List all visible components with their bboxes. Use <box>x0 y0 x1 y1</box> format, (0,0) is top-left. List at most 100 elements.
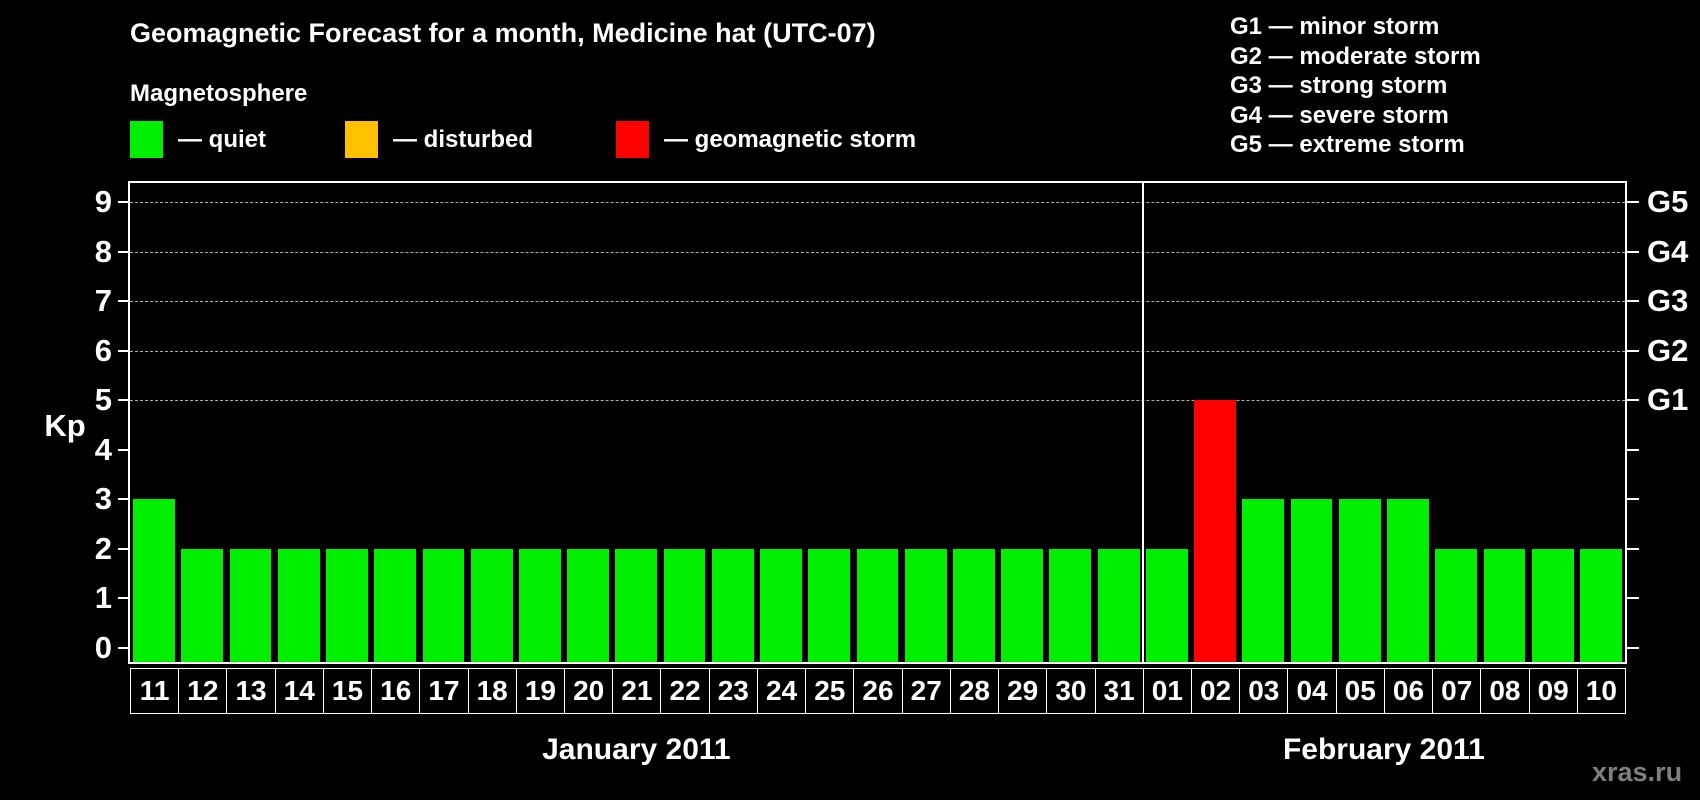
legend-item-quiet: — quiet <box>130 121 266 158</box>
legend-label-storm: — geomagnetic storm <box>664 125 917 153</box>
kp-tick-right-0 <box>1627 647 1639 649</box>
kp-tick-left-3 <box>118 498 130 501</box>
day-label-05: 05 <box>1335 668 1385 714</box>
day-label-19: 19 <box>515 668 566 714</box>
day-label-22: 22 <box>660 668 710 714</box>
kp-tick-right-5 <box>1627 399 1639 402</box>
g-scale-legend: G1 — minor storm G2 — moderate storm G3 … <box>1230 12 1481 160</box>
page-title: Geomagnetic Forecast for a month, Medici… <box>130 18 876 48</box>
day-label-07: 07 <box>1432 668 1482 714</box>
bar-day-19 <box>519 548 561 662</box>
bar-day-28 <box>953 548 995 662</box>
day-label-01: 01 <box>1142 668 1192 714</box>
day-label-08: 08 <box>1480 668 1530 714</box>
bar-day-03 <box>1242 499 1285 662</box>
day-label-21: 21 <box>612 668 662 714</box>
kp-tick-left-6 <box>118 349 130 352</box>
bar-day-22 <box>663 548 706 662</box>
month-label-january: January 2011 <box>542 733 731 766</box>
kp-tick-label-3: 3 <box>94 481 112 517</box>
bar-day-02 <box>1194 400 1236 662</box>
kp-tick-left-5 <box>118 399 130 402</box>
kp-tick-left-4 <box>118 448 130 451</box>
bar-day-21 <box>615 548 658 662</box>
day-label-17: 17 <box>419 668 469 714</box>
day-label-16: 16 <box>371 668 421 714</box>
bar-day-04 <box>1290 499 1333 662</box>
kp-tick-left-8 <box>118 250 130 253</box>
day-label-14: 14 <box>274 668 324 714</box>
kp-tick-label-1: 1 <box>94 580 112 616</box>
day-label-06: 06 <box>1383 668 1434 714</box>
kp-tick-left-9 <box>118 200 130 203</box>
g5-legend-line: G5 — extreme storm <box>1230 131 1465 158</box>
bar-day-18 <box>470 548 513 662</box>
g1-legend-line: G1 — minor storm <box>1230 13 1440 40</box>
kp-tick-label-5: 5 <box>94 382 112 418</box>
bar-day-20 <box>567 548 610 662</box>
kp-tick-right-4 <box>1627 448 1639 451</box>
plot-area <box>128 181 1627 664</box>
kp-tick-right-1 <box>1627 597 1639 600</box>
quiet-color-swatch <box>130 121 163 158</box>
month-separator-line <box>1141 183 1144 662</box>
day-label-24: 24 <box>756 668 807 714</box>
g-axis-label-g1: G1 <box>1647 382 1689 418</box>
day-label-29: 29 <box>998 668 1048 714</box>
day-label-18: 18 <box>467 668 517 714</box>
bar-day-25 <box>808 548 851 662</box>
bar-day-17 <box>422 548 465 662</box>
kp-tick-left-1 <box>118 597 130 600</box>
g2-legend-line: G2 — moderate storm <box>1230 42 1481 70</box>
g3-legend-line: G3 — strong storm <box>1230 72 1448 99</box>
day-label-20: 20 <box>564 668 614 714</box>
day-label-02: 02 <box>1190 668 1241 714</box>
bar-day-10 <box>1579 548 1622 662</box>
bar-day-09 <box>1531 548 1574 662</box>
gridline-kp9 <box>130 201 1625 203</box>
month-label-february: February 2011 <box>1282 733 1485 766</box>
g-axis-label-g4: G4 <box>1647 233 1689 269</box>
bar-day-27 <box>904 548 947 662</box>
g-axis-label-g3: G3 <box>1647 283 1689 319</box>
bar-day-24 <box>760 548 802 662</box>
legend-item-disturbed: — disturbed <box>345 121 533 158</box>
bar-day-05 <box>1338 499 1381 662</box>
bar-day-07 <box>1435 548 1478 662</box>
bar-day-12 <box>181 548 224 662</box>
day-label-09: 09 <box>1528 668 1578 714</box>
bar-day-16 <box>374 548 417 662</box>
kp-axis-title: Kp <box>44 408 86 443</box>
day-label-03: 03 <box>1239 668 1289 714</box>
gridline-kp8 <box>130 251 1625 253</box>
gridline-kp6 <box>130 350 1625 352</box>
day-label-12: 12 <box>178 668 228 714</box>
day-label-30: 30 <box>1046 668 1096 714</box>
bar-day-23 <box>711 548 754 662</box>
day-label-27: 27 <box>901 668 951 714</box>
bar-day-26 <box>856 548 899 662</box>
kp-tick-left-7 <box>118 300 130 303</box>
day-label-25: 25 <box>805 668 855 714</box>
bar-day-15 <box>326 548 368 662</box>
kp-tick-right-8 <box>1627 250 1639 253</box>
day-label-04: 04 <box>1287 668 1337 714</box>
bar-day-11 <box>133 499 175 662</box>
kp-tick-label-6: 6 <box>94 332 112 368</box>
bar-day-01 <box>1145 548 1188 662</box>
bar-day-30 <box>1049 548 1092 662</box>
bar-day-06 <box>1387 499 1429 662</box>
gridline-kp7 <box>130 301 1625 303</box>
kp-tick-label-7: 7 <box>94 283 112 319</box>
gridline-kp5 <box>130 400 1625 402</box>
day-label-15: 15 <box>322 668 373 714</box>
day-label-26: 26 <box>853 668 903 714</box>
kp-tick-label-2: 2 <box>94 530 112 566</box>
kp-tick-label-0: 0 <box>94 630 112 665</box>
day-label-11: 11 <box>130 668 180 714</box>
storm-color-swatch <box>616 121 649 158</box>
legend-heading: Magnetosphere <box>130 80 308 107</box>
bar-day-29 <box>1001 548 1044 662</box>
bar-day-31 <box>1097 548 1140 662</box>
g-axis-label-g5: G5 <box>1647 183 1689 219</box>
